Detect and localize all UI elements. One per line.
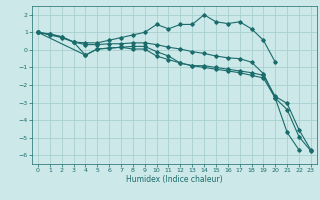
X-axis label: Humidex (Indice chaleur): Humidex (Indice chaleur) [126,175,223,184]
